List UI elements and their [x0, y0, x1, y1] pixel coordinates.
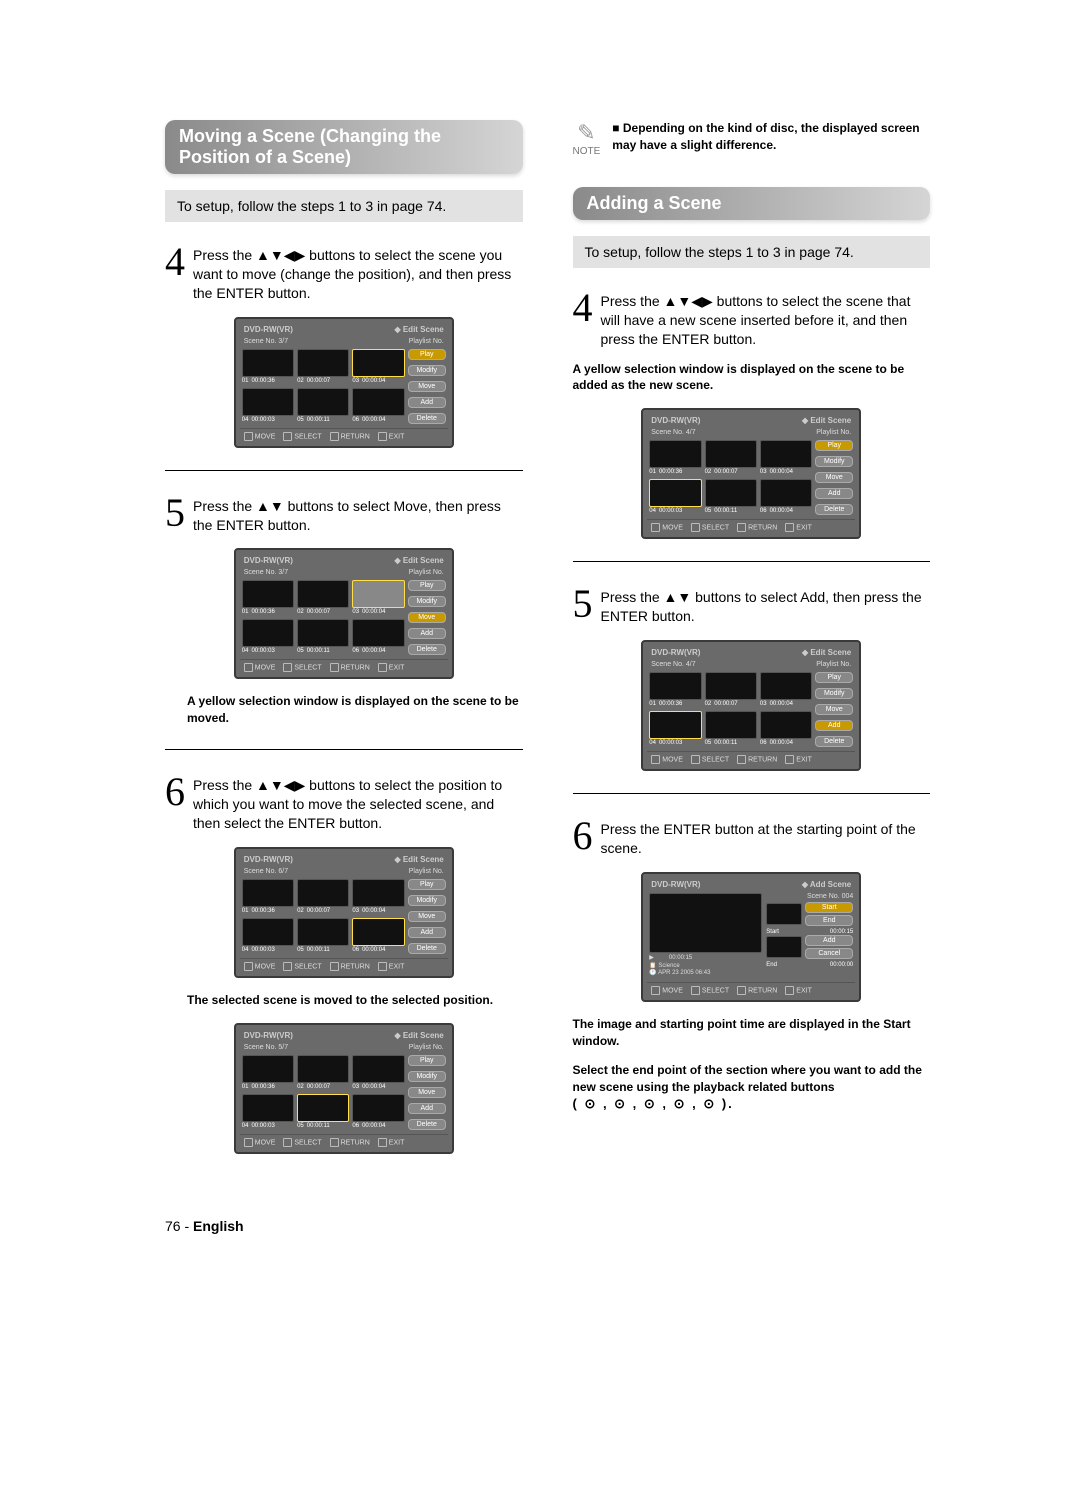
thumbnail-grid: 0100:00:36 0200:00:07 0300:00:04 0400:00…	[242, 349, 405, 424]
dvd-title: DVD-RW(VR)	[244, 325, 293, 334]
divider	[573, 561, 931, 562]
right-column: ✎ NOTE ■ Depending on the kind of disc, …	[573, 120, 931, 1168]
step-text: Press the ▲▼ buttons to select Move, the…	[193, 493, 523, 535]
note-text: ■ Depending on the kind of disc, the dis…	[612, 120, 930, 154]
playback-icons: ( ⊙ , ⊙ , ⊙ , ⊙ , ⊙ ).	[573, 1096, 734, 1111]
note-label: NOTE	[573, 146, 601, 157]
divider	[573, 793, 931, 794]
scene-number: Scene No. 3/7	[244, 338, 288, 345]
step-text: Press the ▲▼◀▶ buttons to select the sce…	[601, 288, 931, 349]
right-step-5: 5 Press the ▲▼ buttons to select Add, th…	[573, 584, 931, 626]
note-block: ✎ NOTE ■ Depending on the kind of disc, …	[573, 120, 931, 157]
step-number: 4	[573, 288, 593, 328]
cancel-button[interactable]: Cancel	[805, 948, 853, 959]
dvd-screenshot-1: DVD-RW(VR)◆ Edit Scene Scene No. 3/7Play…	[234, 317, 454, 448]
dvd-mode: Edit Scene	[403, 325, 444, 334]
start-button[interactable]: Start	[805, 902, 853, 913]
step-text: Press the ENTER button at the starting p…	[601, 816, 931, 858]
left-setup-note: To setup, follow the steps 1 to 3 in pag…	[165, 190, 523, 222]
step-number: 5	[165, 493, 185, 533]
left-step-6: 6 Press the ▲▼◀▶ buttons to select the p…	[165, 772, 523, 833]
left-section-header: Moving a Scene (Changing the Position of…	[165, 120, 523, 174]
left-step-5: 5 Press the ▲▼ buttons to select Move, t…	[165, 493, 523, 535]
move-button[interactable]: Move	[408, 381, 446, 392]
play-button[interactable]: Play	[408, 349, 446, 360]
dvd-screenshot-r1: DVD-RW(VR)◆ Edit Scene Scene No. 4/7Play…	[641, 408, 861, 539]
side-buttons: Play Modify Move Add Delete	[408, 349, 446, 424]
yellow-window-note: A yellow selection window is displayed o…	[187, 693, 523, 727]
dvd-screenshot-r2: DVD-RW(VR)◆ Edit Scene Scene No. 4/7Play…	[641, 640, 861, 771]
dvd-screenshot-4: DVD-RW(VR)◆ Edit Scene Scene No. 5/7Play…	[234, 1023, 454, 1154]
dvd-screenshot-r3: DVD-RW(VR)◆ Add Scene ▶ 00:00:15 📋 Scien…	[641, 872, 861, 1002]
right-section-header: Adding a Scene	[573, 187, 931, 220]
left-step-4: 4 Press the ▲▼◀▶ buttons to select the s…	[165, 242, 523, 303]
end-button[interactable]: End	[805, 915, 853, 926]
modify-button[interactable]: Modify	[408, 365, 446, 376]
divider	[165, 749, 523, 750]
add-button[interactable]: Add	[408, 397, 446, 408]
step-text: Press the ▲▼◀▶ buttons to select the pos…	[193, 772, 523, 833]
step-text: Press the ▲▼◀▶ buttons to select the sce…	[193, 242, 523, 303]
playlist-label: Playlist No.	[409, 338, 444, 345]
step-number: 6	[573, 816, 593, 856]
start-window-note: The image and starting point time are di…	[573, 1016, 931, 1050]
note-icon: ✎	[577, 120, 595, 146]
left-column: Moving a Scene (Changing the Position of…	[165, 120, 523, 1168]
step-number: 6	[165, 772, 185, 812]
dvd-screenshot-3: DVD-RW(VR)◆ Edit Scene Scene No. 6/7Play…	[234, 847, 454, 978]
right-step-4: 4 Press the ▲▼◀▶ buttons to select the s…	[573, 288, 931, 349]
step-number: 5	[573, 584, 593, 624]
dvd-screenshot-2: DVD-RW(VR)◆ Edit Scene Scene No. 3/7Play…	[234, 548, 454, 679]
add-button[interactable]: Add	[805, 935, 853, 946]
end-point-note: Select the end point of the section wher…	[573, 1062, 931, 1114]
page-footer: 76 - English	[165, 1218, 930, 1234]
yellow-window-add-note: A yellow selection window is displayed o…	[573, 361, 931, 395]
delete-button[interactable]: Delete	[408, 413, 446, 424]
moved-position-note: The selected scene is moved to the selec…	[187, 992, 523, 1009]
step-number: 4	[165, 242, 185, 282]
divider	[165, 470, 523, 471]
right-setup-note: To setup, follow the steps 1 to 3 in pag…	[573, 236, 931, 268]
preview-frame	[649, 893, 762, 953]
right-step-6: 6 Press the ENTER button at the starting…	[573, 816, 931, 858]
page-content: Moving a Scene (Changing the Position of…	[165, 120, 930, 1168]
step-text: Press the ▲▼ buttons to select Add, then…	[601, 584, 931, 626]
